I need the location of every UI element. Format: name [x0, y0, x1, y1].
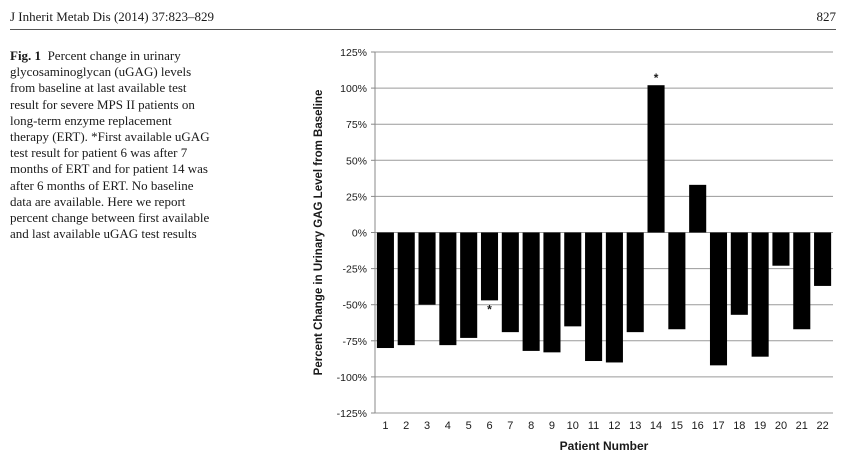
- figure-label: Fig. 1: [10, 48, 42, 63]
- x-tick-label: 19: [754, 420, 766, 432]
- y-tick-label: 25%: [346, 191, 367, 203]
- header-rule: [10, 29, 836, 30]
- x-tick-label: 9: [549, 420, 555, 432]
- y-axis-ticks: 125% 100% 75% 50% 25% 0% -25% -50% -75% -100% -125…: [337, 47, 375, 420]
- x-tick-label: 6: [486, 420, 492, 432]
- y-tick-label: 0%: [352, 228, 367, 240]
- x-tick-label: 5: [466, 420, 472, 432]
- x-tick-label: 8: [528, 420, 534, 432]
- y-tick-label: 75%: [346, 119, 367, 131]
- x-tick-label: 14: [650, 420, 662, 432]
- y-axis-label: Percent Change in Urinary GAG Level from…: [313, 90, 325, 376]
- y-tick-label: -75%: [342, 336, 367, 348]
- y-tick-label: -100%: [337, 372, 367, 384]
- x-tick-label: 15: [671, 420, 683, 432]
- bar-chart: 125% 100% 75% 50% 25% 0% -25% -50% -75% -100% -125…: [313, 47, 833, 453]
- bar-patient-9: [543, 232, 561, 353]
- bar-patient-16: [689, 184, 707, 233]
- bar-patient-18: [730, 232, 748, 315]
- asterisk-annotation: *: [487, 302, 492, 316]
- bar-patient-3: [418, 232, 436, 305]
- y-tick-label: -50%: [342, 300, 367, 312]
- x-axis-ticks: 1 2 3 4 5 6 7 8 9 10 11 12 13 14 15 16 17 18 19 20 21 22: [382, 420, 828, 432]
- x-tick-label: 7: [507, 420, 513, 432]
- annotations: **: [487, 71, 659, 316]
- bar-patient-20: [772, 232, 790, 266]
- bar-patient-19: [751, 232, 769, 357]
- x-tick-label: 4: [445, 420, 451, 432]
- bar-patient-2: [397, 232, 415, 346]
- x-tick-label: 18: [733, 420, 745, 432]
- y-tick-label: 50%: [346, 155, 367, 167]
- journal-citation: J Inherit Metab Dis (2014) 37:823–829: [10, 9, 215, 24]
- bar-patient-22: [814, 232, 832, 286]
- bar-patient-6: [480, 232, 499, 301]
- y-tick-label: 100%: [340, 83, 367, 95]
- x-tick-label: 12: [608, 420, 620, 432]
- running-header: J Inherit Metab Dis (2014) 37:823–829 82…: [10, 9, 836, 27]
- x-tick-label: 20: [775, 420, 787, 432]
- asterisk-annotation: *: [654, 71, 659, 85]
- bar-patient-13: [626, 232, 644, 333]
- y-tick-label: 125%: [340, 47, 367, 59]
- caption-text: Percent change in urinary glycosaminogly…: [10, 48, 210, 242]
- bar-patient-4: [439, 232, 457, 346]
- x-tick-label: 17: [712, 420, 724, 432]
- bar-patient-12: [605, 232, 623, 363]
- x-tick-label: 2: [403, 420, 409, 432]
- x-tick-label: 22: [816, 420, 828, 432]
- x-tick-label: 21: [796, 420, 808, 432]
- y-tick-label: -125%: [337, 408, 367, 420]
- y-tick-label: -25%: [342, 264, 367, 276]
- x-tick-label: 10: [567, 420, 579, 432]
- bar-patient-10: [564, 232, 582, 327]
- bar-patient-7: [501, 232, 519, 333]
- x-axis-label: Patient Number: [560, 439, 649, 453]
- page-number: 827: [816, 9, 837, 24]
- bar-patient-14: [647, 85, 665, 233]
- x-tick-label: 13: [629, 420, 641, 432]
- x-tick-label: 11: [588, 420, 599, 432]
- bar-patient-8: [522, 232, 540, 351]
- bar-patient-11: [585, 232, 603, 362]
- bar-patient-15: [668, 232, 686, 330]
- x-tick-label: 3: [424, 420, 430, 432]
- x-tick-label: 1: [382, 420, 388, 432]
- bar-patient-21: [793, 232, 811, 330]
- figure-caption: Fig. 1 Percent change in urinary glycosa…: [10, 48, 210, 242]
- bar-patient-5: [460, 232, 478, 338]
- x-tick-label: 16: [692, 420, 704, 432]
- bars: [376, 85, 832, 366]
- bar-patient-17: [709, 232, 728, 366]
- bar-patient-1: [376, 232, 394, 349]
